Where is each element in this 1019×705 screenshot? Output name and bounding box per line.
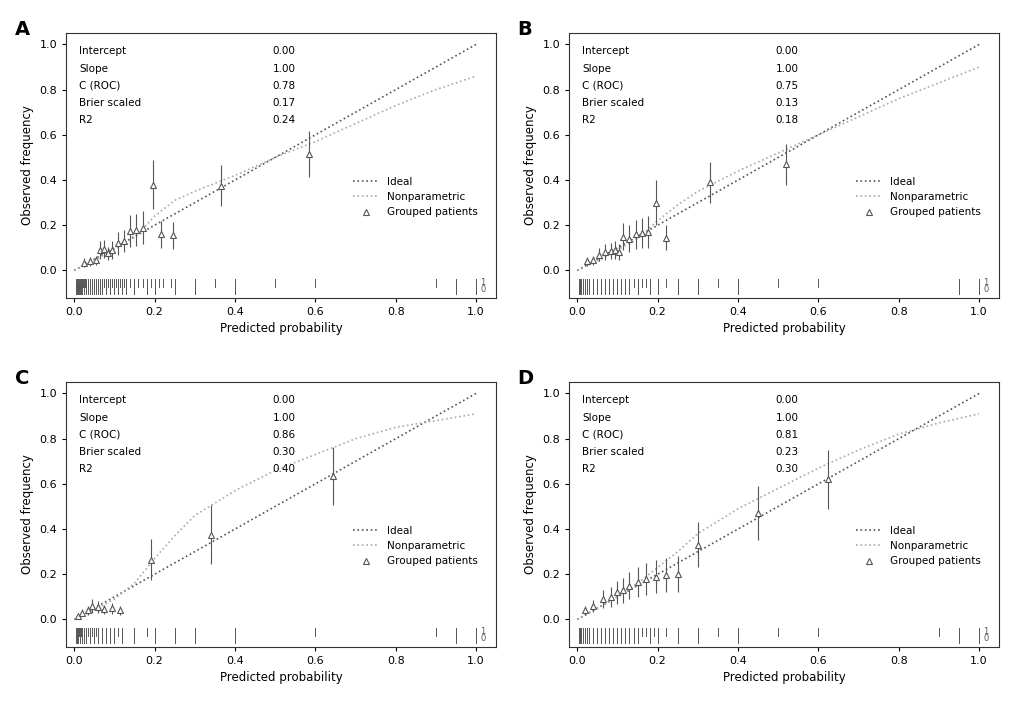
X-axis label: Predicted probability: Predicted probability xyxy=(219,322,342,335)
Text: 0.00: 0.00 xyxy=(774,47,798,56)
Text: Brier scaled: Brier scaled xyxy=(582,98,644,108)
Text: 0.13: 0.13 xyxy=(774,98,798,108)
Text: 0: 0 xyxy=(982,634,987,643)
Text: 1.00: 1.00 xyxy=(272,63,296,73)
Text: Slope: Slope xyxy=(79,412,108,422)
Text: 0.40: 0.40 xyxy=(272,464,296,474)
Text: Slope: Slope xyxy=(582,63,610,73)
Text: A: A xyxy=(14,20,30,39)
Text: 0: 0 xyxy=(480,634,485,643)
Text: B: B xyxy=(517,20,532,39)
Text: C (ROC): C (ROC) xyxy=(79,81,120,91)
X-axis label: Predicted probability: Predicted probability xyxy=(219,671,342,684)
Y-axis label: Observed frequency: Observed frequency xyxy=(20,106,34,226)
Y-axis label: Observed frequency: Observed frequency xyxy=(20,455,34,575)
Text: C (ROC): C (ROC) xyxy=(79,430,120,440)
Text: 1: 1 xyxy=(480,627,485,637)
Y-axis label: Observed frequency: Observed frequency xyxy=(524,106,536,226)
Text: Brier scaled: Brier scaled xyxy=(79,447,141,457)
Text: 0.81: 0.81 xyxy=(774,430,798,440)
Text: 0.23: 0.23 xyxy=(774,447,798,457)
Legend: Ideal, Nonparametric, Grouped patients: Ideal, Nonparametric, Grouped patients xyxy=(348,173,482,221)
Text: 1: 1 xyxy=(982,627,987,637)
Text: 1.00: 1.00 xyxy=(774,412,798,422)
Text: R2: R2 xyxy=(79,115,93,125)
Text: 0.17: 0.17 xyxy=(272,98,296,108)
Y-axis label: Observed frequency: Observed frequency xyxy=(524,455,536,575)
Text: Intercept: Intercept xyxy=(582,47,629,56)
Text: Slope: Slope xyxy=(582,412,610,422)
Text: 1.00: 1.00 xyxy=(272,412,296,422)
Text: C (ROC): C (ROC) xyxy=(582,81,623,91)
Text: R2: R2 xyxy=(79,464,93,474)
Text: Intercept: Intercept xyxy=(79,396,126,405)
Legend: Ideal, Nonparametric, Grouped patients: Ideal, Nonparametric, Grouped patients xyxy=(348,522,482,570)
Text: 0.30: 0.30 xyxy=(774,464,798,474)
Text: 0: 0 xyxy=(982,285,987,294)
Legend: Ideal, Nonparametric, Grouped patients: Ideal, Nonparametric, Grouped patients xyxy=(851,173,984,221)
Text: Brier scaled: Brier scaled xyxy=(79,98,141,108)
Text: Slope: Slope xyxy=(79,63,108,73)
Legend: Ideal, Nonparametric, Grouped patients: Ideal, Nonparametric, Grouped patients xyxy=(851,522,984,570)
Text: 0.18: 0.18 xyxy=(774,115,798,125)
Text: 0.00: 0.00 xyxy=(272,47,296,56)
Text: 1.00: 1.00 xyxy=(774,63,798,73)
Text: 0.00: 0.00 xyxy=(774,396,798,405)
Text: 0.78: 0.78 xyxy=(272,81,296,91)
Text: 0.00: 0.00 xyxy=(272,396,296,405)
Text: 1: 1 xyxy=(982,278,987,288)
Text: 0.30: 0.30 xyxy=(272,447,296,457)
Text: Intercept: Intercept xyxy=(79,47,126,56)
X-axis label: Predicted probability: Predicted probability xyxy=(722,671,845,684)
Text: D: D xyxy=(517,369,533,388)
X-axis label: Predicted probability: Predicted probability xyxy=(722,322,845,335)
Text: R2: R2 xyxy=(582,115,595,125)
Text: 1: 1 xyxy=(480,278,485,288)
Text: 0.86: 0.86 xyxy=(272,430,296,440)
Text: Intercept: Intercept xyxy=(582,396,629,405)
Text: C (ROC): C (ROC) xyxy=(582,430,623,440)
Text: Brier scaled: Brier scaled xyxy=(582,447,644,457)
Text: 0.24: 0.24 xyxy=(272,115,296,125)
Text: R2: R2 xyxy=(582,464,595,474)
Text: 0.75: 0.75 xyxy=(774,81,798,91)
Text: 0: 0 xyxy=(480,285,485,294)
Text: C: C xyxy=(14,369,29,388)
